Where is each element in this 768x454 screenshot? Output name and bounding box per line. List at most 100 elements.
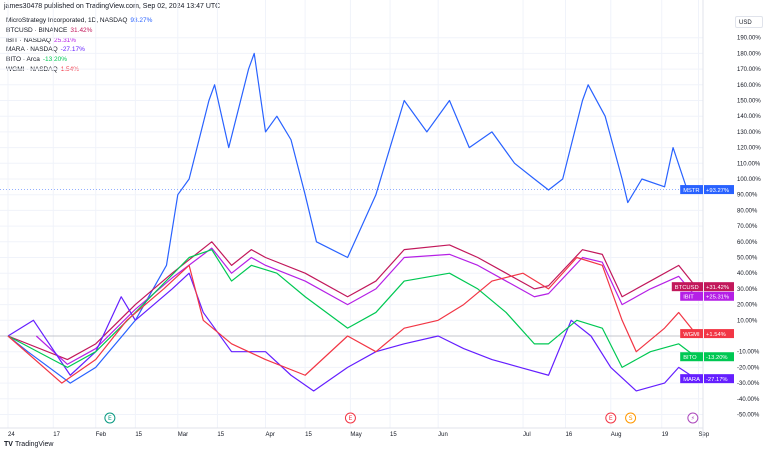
x-tick-label: 15 — [305, 432, 312, 438]
x-tick-label: Mar — [178, 432, 188, 438]
series-name-tag — [680, 291, 703, 301]
brand-label: TradingView — [14, 441, 54, 448]
series-value-tag — [704, 329, 734, 339]
x-tick-label: 19 — [662, 432, 669, 438]
series-value-tag-label: +25.31% — [706, 294, 729, 300]
series-value-tag-label: -27.17% — [706, 377, 728, 383]
x-tick-label: 16 — [566, 432, 573, 438]
legend-value: 93.27% — [130, 17, 153, 24]
x-tick-label: Sep — [699, 432, 710, 438]
series-name-tag-label: MARA — [683, 377, 700, 383]
y-tick-label: 80.00% — [737, 208, 758, 214]
series-value-tag — [704, 291, 734, 301]
legend-value: 25.31% — [54, 36, 77, 44]
legend-value: -27.17% — [60, 46, 85, 54]
series-value-tag-label: +31.42% — [706, 285, 729, 291]
legend-item-btcusd[interactable]: BTCUSD · BINANCE 31.42% — [6, 26, 152, 36]
y-tick-label: -10.00% — [737, 350, 760, 356]
x-tick-label: 24 — [8, 432, 15, 438]
series-name-tag — [680, 329, 703, 339]
y-tick-label: -50.00% — [737, 413, 760, 419]
series-line-btcusd — [7, 241, 697, 361]
y-tick-label: 70.00% — [737, 224, 758, 230]
event-earnings-icon — [605, 412, 617, 424]
series-value-tag-label: +1.54% — [706, 332, 726, 338]
series-line-ibit — [35, 247, 697, 365]
currency-button[interactable]: USD — [735, 16, 763, 28]
series-value-tag-label: +93.27% — [706, 188, 729, 194]
legend-item-bito[interactable]: BITO · Arca -13.20% — [6, 55, 152, 65]
x-tick-label: 15 — [135, 432, 142, 438]
x-tick-label: Apr — [266, 432, 275, 438]
y-tick-label: 30.00% — [737, 287, 758, 293]
event-glyph: E — [609, 415, 613, 422]
legend-value: -13.20% — [42, 56, 68, 64]
y-tick-label: 60.00% — [737, 240, 758, 246]
x-tick-label: Jun — [438, 432, 448, 438]
y-tick-label: 120.00% — [737, 146, 761, 152]
series-line-mara — [7, 272, 697, 392]
legend-label: BITO · Arca — [6, 56, 40, 64]
y-tick-label: 140.00% — [737, 114, 761, 120]
y-tick-label: 20.00% — [737, 303, 758, 309]
x-tick-label: 17 — [53, 432, 60, 438]
series-name-tag — [680, 374, 703, 384]
series-name-tag-label: MSTR — [683, 188, 699, 194]
legend-item-mara[interactable]: MARA · NASDAQ -27.17% — [6, 45, 152, 55]
series-line-bito — [7, 249, 697, 368]
series-name-tag-label: BTCUSD — [675, 285, 699, 291]
series-value-tag-label: -13.20% — [706, 355, 728, 361]
y-tick-label: 90.00% — [737, 193, 758, 199]
x-tick-label: 15 — [217, 432, 224, 438]
x-tick-label: Aug — [611, 432, 622, 438]
series-name-tag-label: BITO — [683, 355, 697, 361]
y-tick-label: 160.00% — [737, 83, 761, 89]
legend-item-ibit[interactable]: IBIT · NASDAQ 25.31% — [6, 36, 152, 46]
legend-item-mstr[interactable]: MicroStrategy Incorporated, 1D, NASDAQ 93… — [6, 16, 152, 26]
y-tick-label: 180.00% — [737, 51, 761, 57]
event-glyph: E — [349, 415, 353, 422]
series-value-tag — [704, 374, 734, 384]
legend-label: BTCUSD · BINANCE — [6, 26, 68, 34]
y-tick-label: 170.00% — [737, 67, 761, 73]
series-line-mstr — [7, 52, 696, 384]
series-name-tag — [671, 282, 703, 292]
y-tick-label: 50.00% — [737, 256, 758, 262]
y-tick-label: 100.00% — [737, 177, 761, 183]
legend-label: MicroStrategy Incorporated, 1D, NASDAQ — [6, 17, 128, 24]
y-tick-label: -30.00% — [737, 381, 760, 387]
legend-label: IBIT · NASDAQ — [6, 36, 52, 44]
y-tick-label: -40.00% — [737, 397, 760, 403]
event-earnings-icon — [104, 412, 116, 424]
legend-label: MARA · NASDAQ — [6, 46, 58, 54]
y-tick-label: 190.00% — [737, 36, 761, 42]
tv-logo-icon: TV — [4, 441, 13, 448]
legend-value: 31.42% — [70, 26, 93, 34]
y-tick-label: 150.00% — [737, 99, 761, 105]
event-earnings-icon — [344, 412, 356, 424]
y-tick-label: 40.00% — [737, 271, 758, 277]
event-glyph: ⚡ — [691, 415, 695, 422]
y-tick-label: 130.00% — [737, 130, 761, 136]
series-line-wgmi — [7, 256, 697, 384]
series-name-tag-label: IBIT — [683, 294, 694, 300]
series-value-tag — [704, 282, 734, 292]
y-tick-label: -20.00% — [737, 365, 760, 371]
series-value-tag — [704, 185, 734, 195]
x-tick-label: Feb — [96, 432, 107, 438]
x-tick-label: Jul — [523, 432, 531, 438]
x-tick-label: May — [350, 432, 361, 438]
event-glyph: S — [629, 415, 633, 422]
event-news-icon — [687, 412, 699, 424]
series-value-tag — [704, 352, 734, 362]
publish-header: james30478 published on TradingView.com,… — [4, 3, 221, 10]
event-split-icon — [625, 412, 637, 424]
event-glyph: E — [108, 415, 112, 422]
y-tick-label: 10.00% — [737, 318, 758, 324]
x-tick-label: 15 — [390, 432, 397, 438]
series-name-tag — [680, 352, 703, 362]
series-name-tag-label: WGMI — [683, 332, 700, 338]
series-name-tag — [680, 185, 703, 195]
tradingview-logo[interactable]: TV TradingView — [4, 441, 53, 448]
